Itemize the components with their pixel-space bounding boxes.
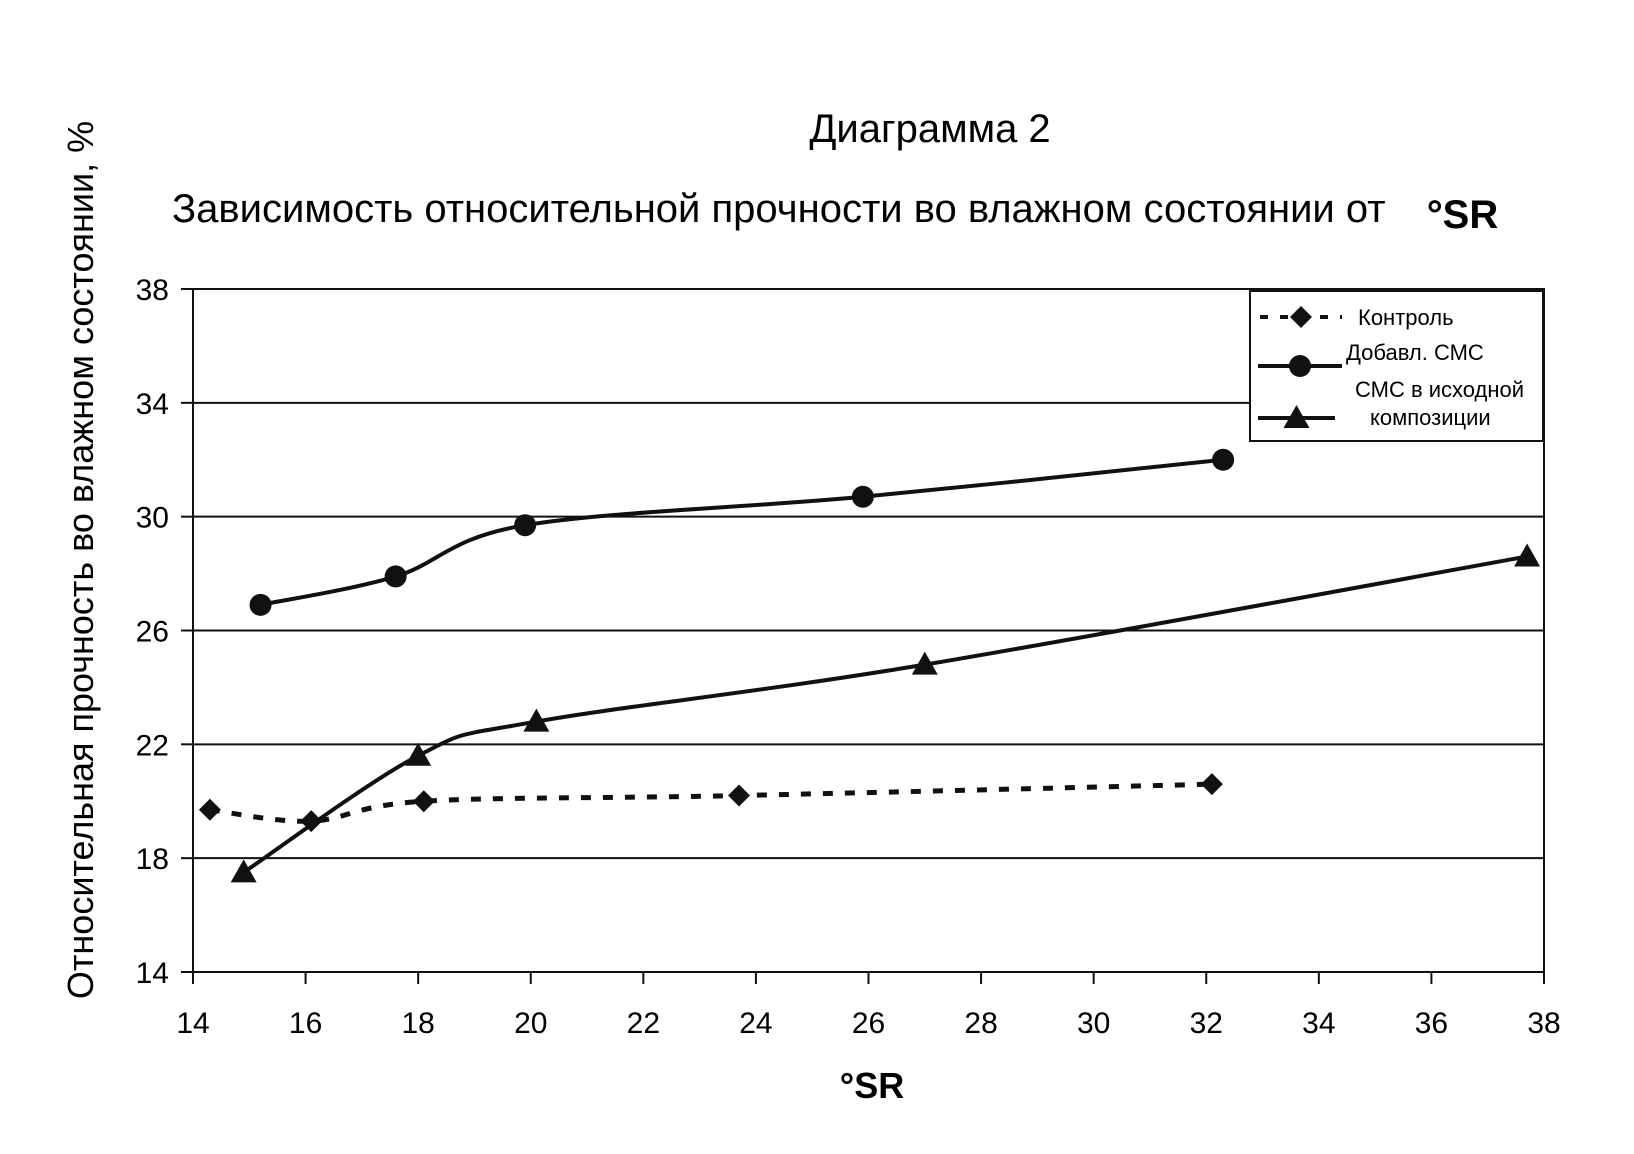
data-point-cmc-initial [231, 859, 257, 882]
series-line-cmc-initial [244, 557, 1527, 873]
data-point-cmc-initial [1514, 544, 1540, 567]
x-tick-label: 18 [401, 1007, 434, 1040]
legend-swatch-marker [1289, 355, 1311, 377]
y-tick-label: 34 [136, 388, 169, 421]
y-tick-label: 18 [136, 843, 169, 876]
y-tick-label: 22 [136, 729, 169, 762]
y-tick-label: 30 [136, 502, 169, 535]
legend-label: композиции [1370, 405, 1491, 430]
x-axis-ticks: 14 16 18 20 22 24 26 28 30 32 34 36 38 [176, 972, 1560, 1040]
chart-subtitle: Зависимость относительной прочности во в… [172, 187, 1498, 237]
x-tick-label: 14 [176, 1007, 209, 1040]
series-added-cmc [250, 449, 1235, 616]
data-point-control [728, 785, 750, 807]
x-tick-label: 30 [1077, 1007, 1110, 1040]
chart-subtitle-text: Зависимость относительной прочности во в… [172, 187, 1386, 231]
x-tick-label: 24 [739, 1007, 772, 1040]
y-tick-label: 14 [136, 957, 169, 990]
x-tick-label: 20 [514, 1007, 547, 1040]
data-point-control [1201, 773, 1223, 795]
legend: Контроль Добавл. СМС СМС в исходной компози… [1250, 291, 1543, 441]
y-axis-label: Относительная прочность во влажном состо… [60, 121, 101, 999]
y-axis-ticks: 14 18 22 26 30 34 38 [136, 274, 193, 990]
series-cmc-initial [231, 544, 1540, 883]
legend-label: Добавл. СМС [1346, 340, 1484, 365]
data-point-added-cmc [514, 514, 536, 536]
data-point-control [413, 790, 435, 812]
chart-title: Диаграмма 2 [809, 107, 1050, 151]
legend-label: СМС в исходной [1355, 377, 1524, 402]
chart-subtitle-unit: °SR [1427, 193, 1499, 237]
x-tick-label: 16 [289, 1007, 322, 1040]
data-point-added-cmc [1212, 449, 1234, 471]
series-control [199, 773, 1223, 832]
x-tick-label: 26 [852, 1007, 885, 1040]
series-line-added-cmc [261, 460, 1224, 605]
x-tick-label: 38 [1527, 1007, 1560, 1040]
x-tick-label: 36 [1415, 1007, 1448, 1040]
data-point-control [199, 799, 221, 821]
data-point-added-cmc [852, 486, 874, 508]
y-tick-label: 38 [136, 274, 169, 307]
x-tick-label: 32 [1190, 1007, 1223, 1040]
data-point-cmc-initial [405, 743, 431, 766]
x-tick-label: 22 [627, 1007, 660, 1040]
data-point-added-cmc [385, 565, 407, 587]
series-layer [199, 449, 1540, 883]
x-tick-label: 34 [1302, 1007, 1335, 1040]
legend-label: Контроль [1358, 305, 1454, 330]
y-tick-label: 26 [136, 616, 169, 649]
data-point-added-cmc [250, 594, 272, 616]
x-axis-label: °SR [840, 1065, 904, 1106]
x-tick-label: 28 [964, 1007, 997, 1040]
